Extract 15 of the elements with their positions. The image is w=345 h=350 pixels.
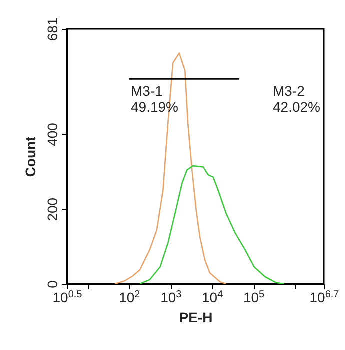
x-tick-label: 10$^{3}$ bbox=[160, 289, 182, 306]
x-axis-title: PE-H bbox=[179, 310, 213, 326]
x-tick-label: 10$^{5}$ bbox=[243, 289, 266, 306]
x-tick-label: 10$^{4}$ bbox=[202, 289, 224, 306]
x-tick-label: 10$^{6.7}$ bbox=[310, 289, 340, 306]
x-tick-label: 10$^{2}$ bbox=[119, 289, 141, 306]
y-tick-label: 681 bbox=[44, 18, 60, 42]
annotation: M3-1 bbox=[131, 83, 164, 99]
x-tick-label: 10$^{0.5}$ bbox=[52, 289, 83, 306]
y-axis-title: Count bbox=[22, 136, 38, 178]
y-tick-label: 200 bbox=[44, 198, 60, 222]
y-tick-label: 0 bbox=[44, 280, 60, 288]
y-tick-label: 400 bbox=[44, 122, 60, 146]
annotation: M3-2 bbox=[273, 83, 306, 99]
annotation: 42.02% bbox=[273, 99, 320, 115]
